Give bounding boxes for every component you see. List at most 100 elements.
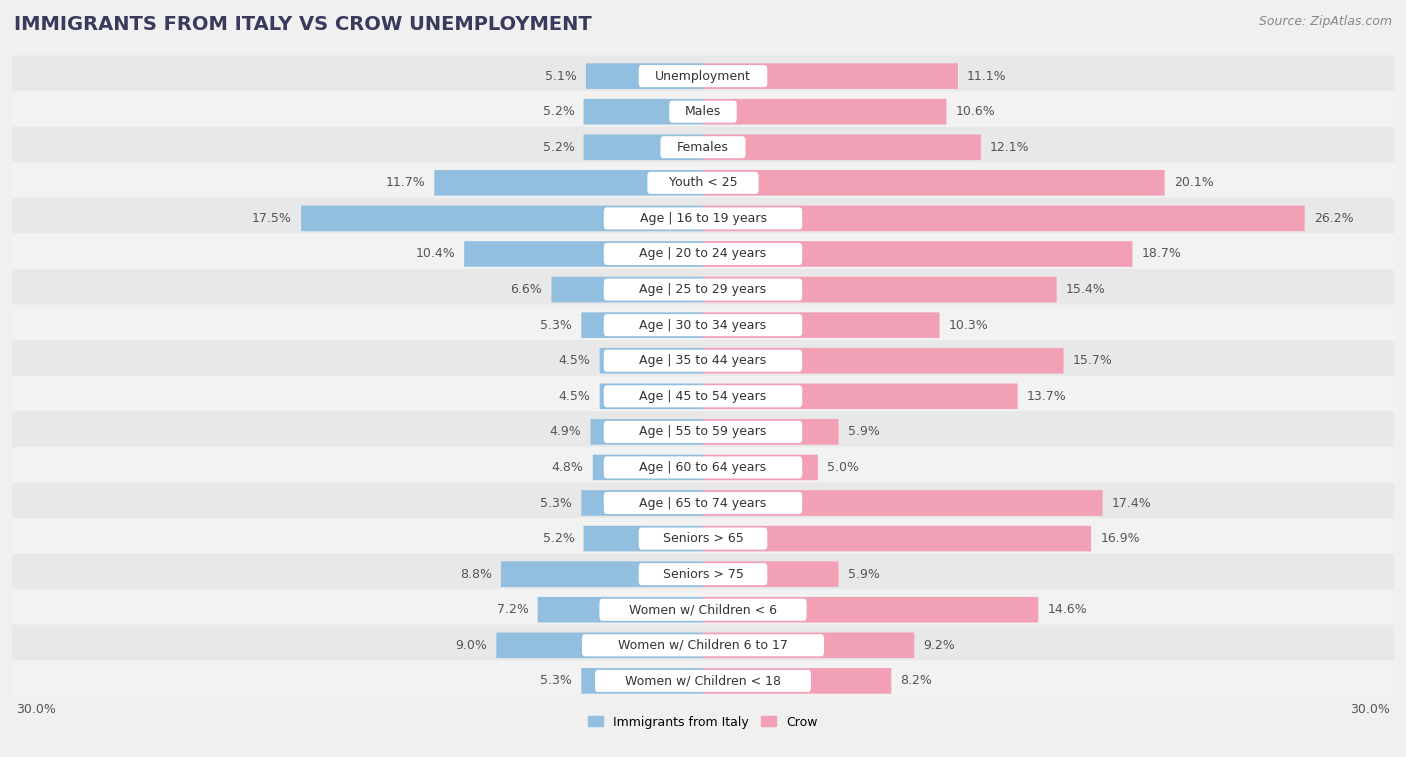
FancyBboxPatch shape <box>703 597 1038 622</box>
FancyBboxPatch shape <box>703 241 1132 266</box>
FancyBboxPatch shape <box>583 99 703 124</box>
FancyBboxPatch shape <box>603 421 803 443</box>
FancyBboxPatch shape <box>13 375 1393 417</box>
FancyBboxPatch shape <box>583 526 703 551</box>
FancyBboxPatch shape <box>13 91 1393 132</box>
FancyBboxPatch shape <box>603 350 803 372</box>
FancyBboxPatch shape <box>551 277 703 302</box>
FancyBboxPatch shape <box>13 162 1393 204</box>
Text: 8.8%: 8.8% <box>460 568 492 581</box>
Text: 4.8%: 4.8% <box>551 461 583 474</box>
FancyBboxPatch shape <box>603 492 803 514</box>
Text: 11.7%: 11.7% <box>385 176 425 189</box>
Text: 9.2%: 9.2% <box>924 639 955 652</box>
Text: 5.9%: 5.9% <box>848 568 880 581</box>
Text: 8.2%: 8.2% <box>900 674 932 687</box>
Text: Males: Males <box>685 105 721 118</box>
Text: 9.0%: 9.0% <box>456 639 486 652</box>
Text: 5.3%: 5.3% <box>540 497 572 509</box>
Text: 16.9%: 16.9% <box>1101 532 1140 545</box>
Text: Source: ZipAtlas.com: Source: ZipAtlas.com <box>1258 15 1392 28</box>
FancyBboxPatch shape <box>703 135 981 160</box>
FancyBboxPatch shape <box>703 455 818 480</box>
Text: Seniors > 75: Seniors > 75 <box>662 568 744 581</box>
Text: 17.4%: 17.4% <box>1112 497 1152 509</box>
Text: 7.2%: 7.2% <box>496 603 529 616</box>
Text: 18.7%: 18.7% <box>1142 248 1181 260</box>
Text: Age | 45 to 54 years: Age | 45 to 54 years <box>640 390 766 403</box>
Text: Age | 55 to 59 years: Age | 55 to 59 years <box>640 425 766 438</box>
FancyBboxPatch shape <box>496 633 703 658</box>
FancyBboxPatch shape <box>13 198 1393 239</box>
FancyBboxPatch shape <box>595 670 811 692</box>
FancyBboxPatch shape <box>13 304 1393 346</box>
Text: 5.1%: 5.1% <box>544 70 576 83</box>
Text: Age | 65 to 74 years: Age | 65 to 74 years <box>640 497 766 509</box>
Text: Women w/ Children < 18: Women w/ Children < 18 <box>626 674 780 687</box>
FancyBboxPatch shape <box>647 172 759 194</box>
FancyBboxPatch shape <box>13 589 1393 631</box>
Text: 26.2%: 26.2% <box>1313 212 1354 225</box>
FancyBboxPatch shape <box>13 126 1393 168</box>
FancyBboxPatch shape <box>603 243 803 265</box>
Text: 15.7%: 15.7% <box>1073 354 1112 367</box>
Text: 4.5%: 4.5% <box>558 354 591 367</box>
FancyBboxPatch shape <box>661 136 745 158</box>
Text: 30.0%: 30.0% <box>1350 703 1389 716</box>
FancyBboxPatch shape <box>638 65 768 87</box>
Text: 6.6%: 6.6% <box>510 283 543 296</box>
Text: 5.2%: 5.2% <box>543 141 575 154</box>
FancyBboxPatch shape <box>638 528 768 550</box>
FancyBboxPatch shape <box>703 668 891 693</box>
Text: 4.5%: 4.5% <box>558 390 591 403</box>
Text: IMMIGRANTS FROM ITALY VS CROW UNEMPLOYMENT: IMMIGRANTS FROM ITALY VS CROW UNEMPLOYME… <box>14 15 592 34</box>
FancyBboxPatch shape <box>301 206 703 231</box>
FancyBboxPatch shape <box>13 660 1393 702</box>
FancyBboxPatch shape <box>669 101 737 123</box>
FancyBboxPatch shape <box>586 64 703 89</box>
Text: Age | 16 to 19 years: Age | 16 to 19 years <box>640 212 766 225</box>
FancyBboxPatch shape <box>434 170 703 195</box>
Text: 5.9%: 5.9% <box>848 425 880 438</box>
FancyBboxPatch shape <box>703 348 1063 373</box>
FancyBboxPatch shape <box>13 55 1393 97</box>
FancyBboxPatch shape <box>603 207 803 229</box>
FancyBboxPatch shape <box>599 599 807 621</box>
FancyBboxPatch shape <box>583 135 703 160</box>
FancyBboxPatch shape <box>501 562 703 587</box>
FancyBboxPatch shape <box>603 314 803 336</box>
Text: 10.6%: 10.6% <box>956 105 995 118</box>
FancyBboxPatch shape <box>13 411 1393 453</box>
FancyBboxPatch shape <box>703 419 838 444</box>
FancyBboxPatch shape <box>13 269 1393 310</box>
FancyBboxPatch shape <box>13 340 1393 382</box>
Text: 10.3%: 10.3% <box>949 319 988 332</box>
Text: 12.1%: 12.1% <box>990 141 1029 154</box>
FancyBboxPatch shape <box>703 491 1102 516</box>
Text: Youth < 25: Youth < 25 <box>669 176 737 189</box>
Text: 11.1%: 11.1% <box>967 70 1007 83</box>
FancyBboxPatch shape <box>638 563 768 585</box>
Text: Age | 30 to 34 years: Age | 30 to 34 years <box>640 319 766 332</box>
Text: 15.4%: 15.4% <box>1066 283 1105 296</box>
FancyBboxPatch shape <box>464 241 703 266</box>
Legend: Immigrants from Italy, Crow: Immigrants from Italy, Crow <box>583 711 823 734</box>
Text: Age | 60 to 64 years: Age | 60 to 64 years <box>640 461 766 474</box>
FancyBboxPatch shape <box>599 348 703 373</box>
FancyBboxPatch shape <box>703 526 1091 551</box>
Text: 5.2%: 5.2% <box>543 105 575 118</box>
FancyBboxPatch shape <box>581 491 703 516</box>
FancyBboxPatch shape <box>703 313 939 338</box>
FancyBboxPatch shape <box>703 277 1057 302</box>
Text: Age | 20 to 24 years: Age | 20 to 24 years <box>640 248 766 260</box>
Text: 5.3%: 5.3% <box>540 319 572 332</box>
Text: Seniors > 65: Seniors > 65 <box>662 532 744 545</box>
Text: 10.4%: 10.4% <box>415 248 456 260</box>
Text: Women w/ Children 6 to 17: Women w/ Children 6 to 17 <box>619 639 787 652</box>
FancyBboxPatch shape <box>13 233 1393 275</box>
Text: 17.5%: 17.5% <box>252 212 292 225</box>
Text: 14.6%: 14.6% <box>1047 603 1087 616</box>
FancyBboxPatch shape <box>703 206 1305 231</box>
Text: Unemployment: Unemployment <box>655 70 751 83</box>
FancyBboxPatch shape <box>581 668 703 693</box>
